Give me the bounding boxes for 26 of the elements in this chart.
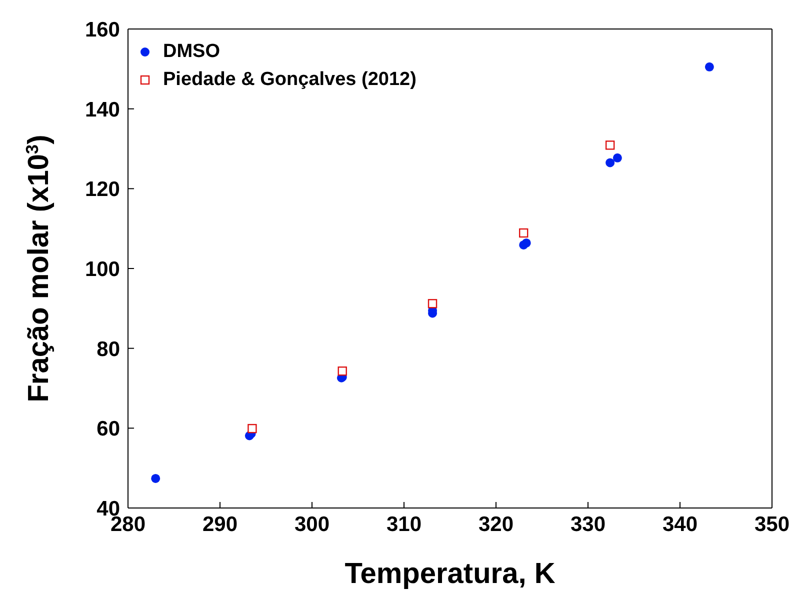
point bbox=[612, 153, 622, 162]
x-tick-label: 340 bbox=[662, 512, 698, 536]
x-axis-title: Temperatura, K bbox=[344, 558, 556, 590]
point bbox=[704, 62, 714, 72]
legend-label: Piedade & Gonçalves (2012) bbox=[163, 69, 416, 91]
point bbox=[519, 228, 528, 238]
x-tick-label: 310 bbox=[386, 512, 422, 536]
y-tick-label: 100 bbox=[84, 258, 120, 281]
point bbox=[151, 474, 160, 483]
point bbox=[522, 238, 531, 248]
y-tick-label: 160 bbox=[84, 18, 120, 42]
point bbox=[606, 158, 615, 168]
x-tick-label: 300 bbox=[294, 512, 330, 536]
y-tick-label: 80 bbox=[96, 338, 120, 361]
legend-label: DMSO bbox=[163, 41, 220, 63]
x-tick-label: 330 bbox=[570, 512, 606, 536]
y-tick-label: 140 bbox=[84, 98, 120, 122]
x-tick-label: 290 bbox=[202, 512, 238, 536]
point bbox=[338, 366, 347, 376]
x-tick-label: 350 bbox=[754, 512, 790, 536]
x-tick-label: 320 bbox=[478, 512, 514, 536]
y-tick-label: 120 bbox=[84, 178, 120, 202]
point bbox=[248, 424, 257, 434]
point bbox=[428, 299, 438, 308]
point bbox=[605, 140, 615, 150]
y-tick-label: 60 bbox=[96, 418, 120, 441]
